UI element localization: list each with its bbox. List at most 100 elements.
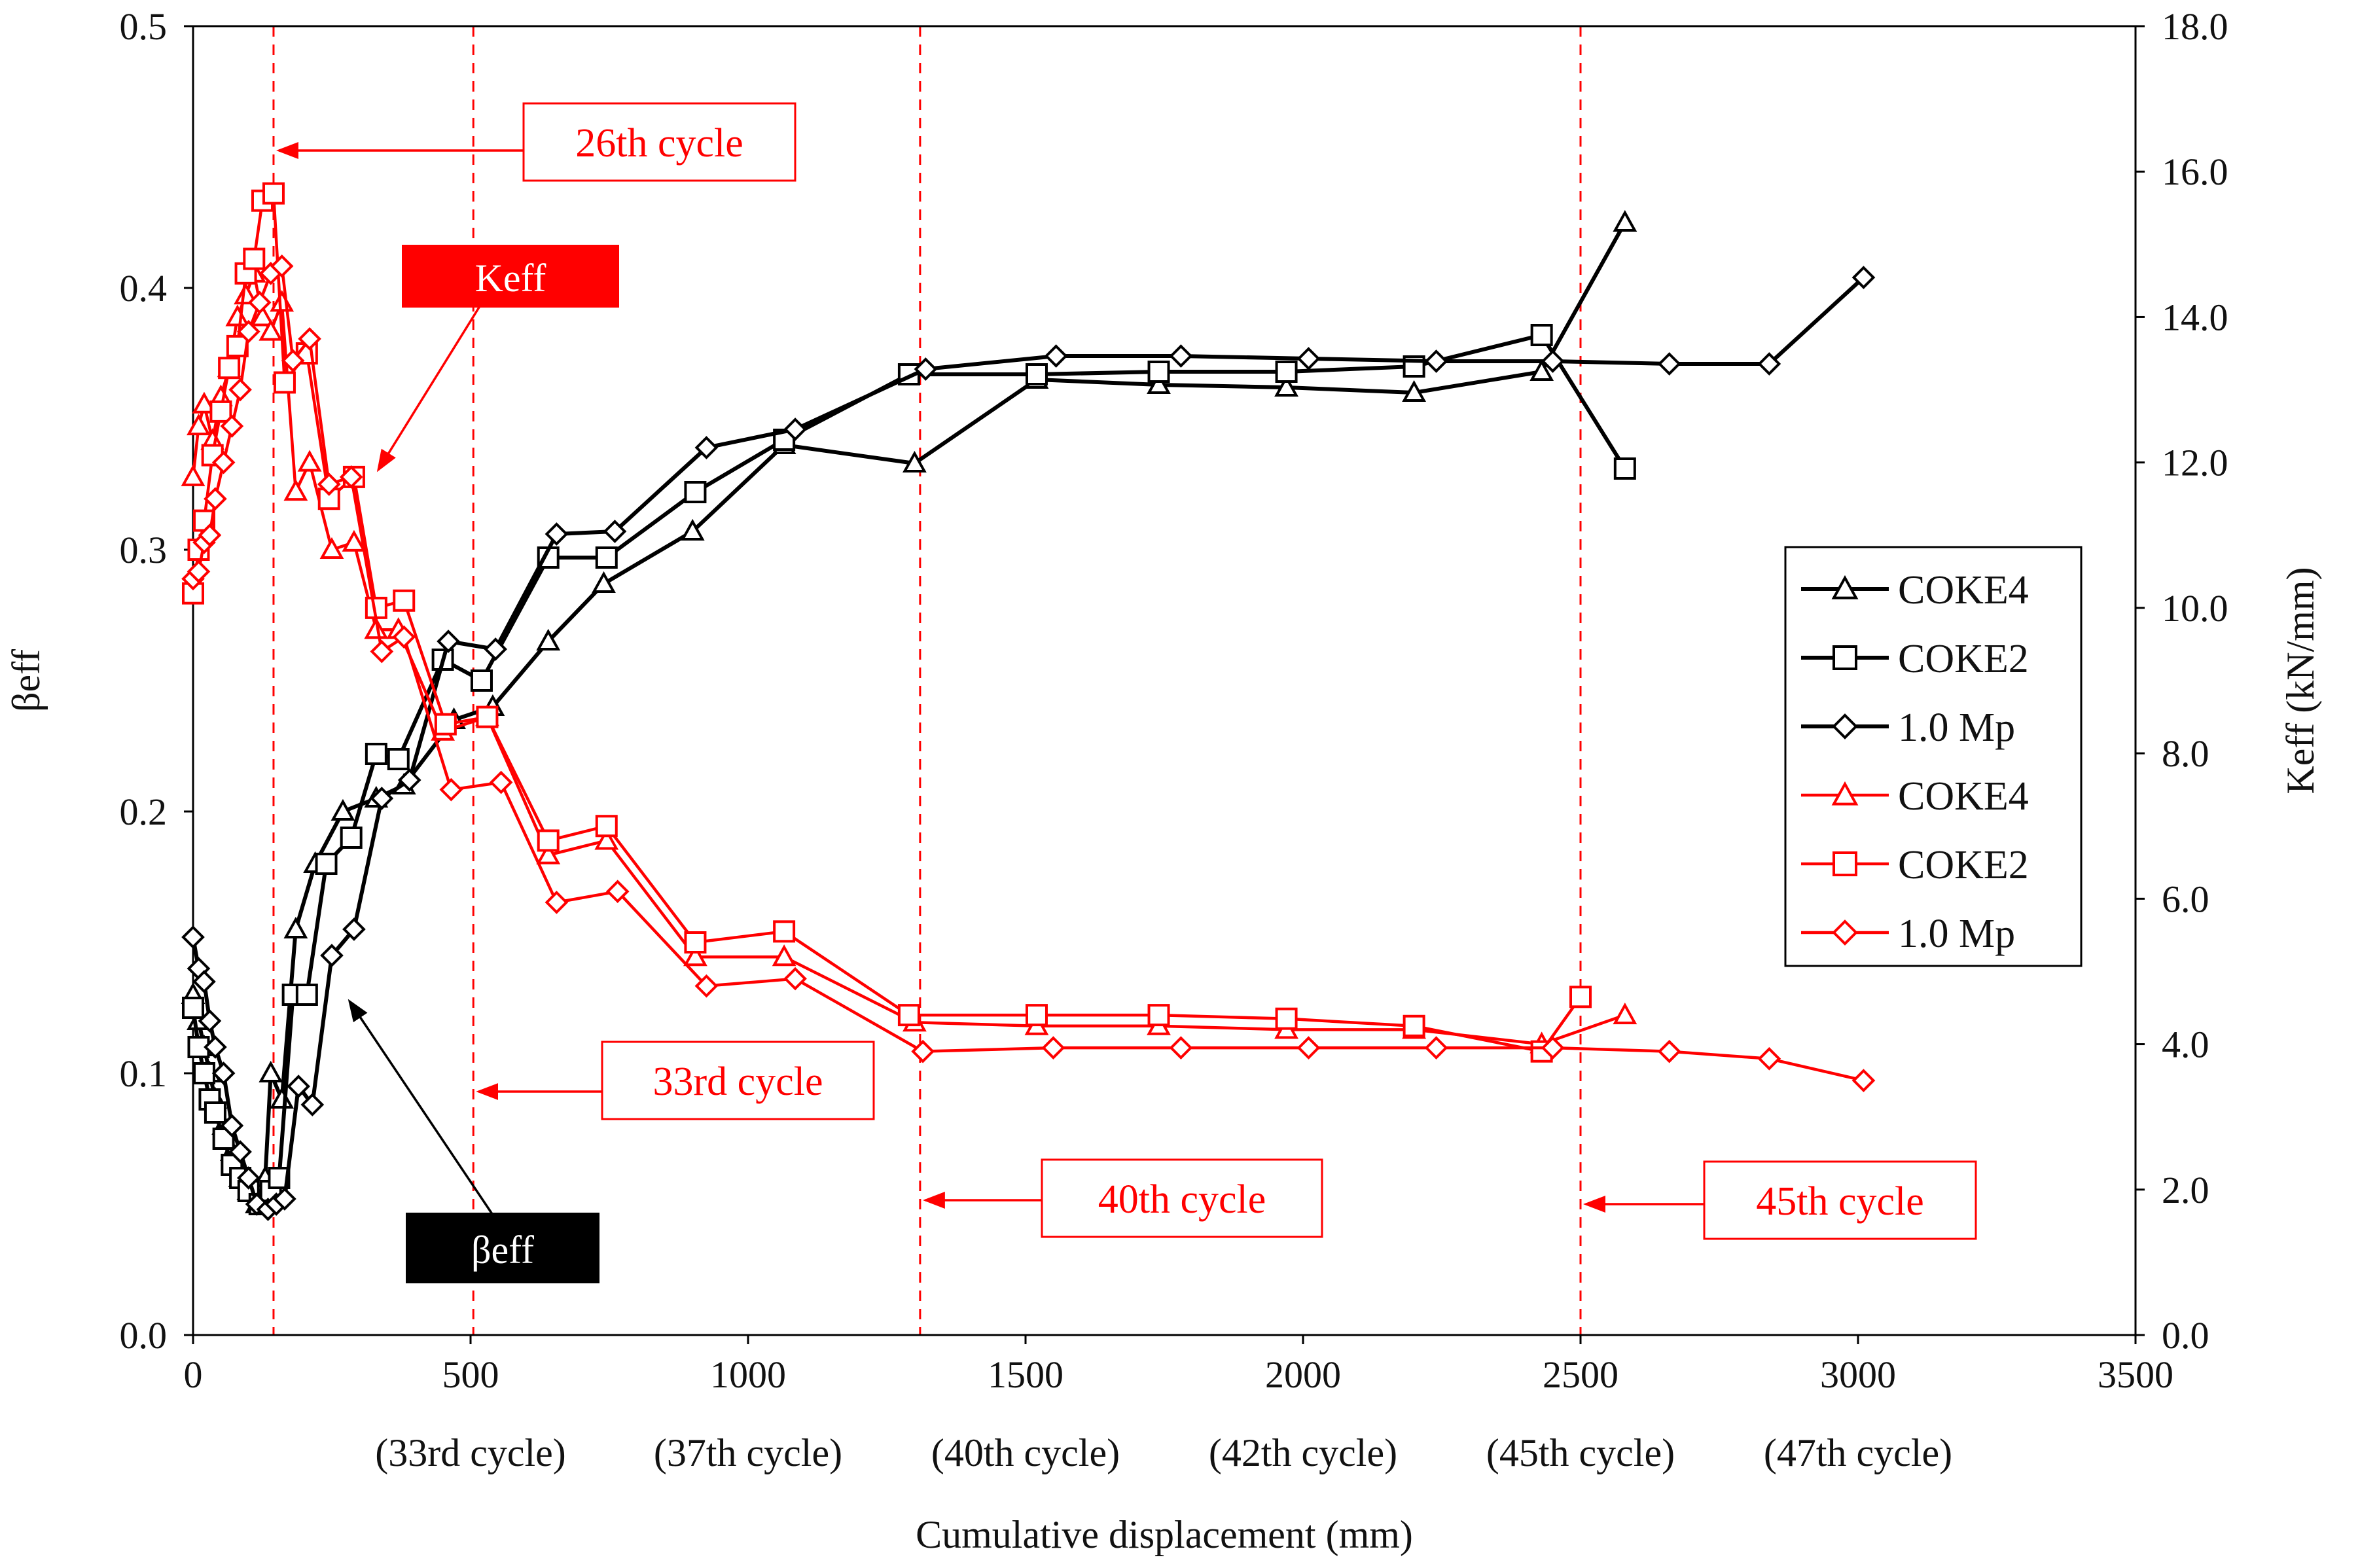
- square-marker: [365, 743, 387, 765]
- cycle-callout: 26th cycle: [276, 102, 796, 182]
- diamond-marker: [1041, 1036, 1065, 1060]
- diamond-marker: [370, 787, 394, 810]
- callout-label: 26th cycle: [575, 121, 743, 166]
- triangle-marker: [903, 450, 927, 472]
- diamond-marker: [204, 487, 227, 511]
- triangle-marker: [225, 304, 250, 327]
- square-marker: [273, 371, 296, 394]
- square-marker: [182, 997, 204, 1019]
- square-marker: [595, 815, 618, 838]
- diamond-marker: [783, 967, 807, 991]
- triangle-marker: [283, 916, 308, 938]
- triangle-marker: [1831, 575, 1859, 599]
- triangle-marker: [1613, 209, 1637, 232]
- legend-item: COKE2: [1801, 843, 2029, 887]
- y-left-tick-label: 0.0: [120, 1314, 168, 1357]
- diamond-marker: [1296, 347, 1321, 370]
- diamond-marker: [783, 418, 807, 441]
- diamond-marker: [236, 319, 260, 344]
- square-marker: [262, 182, 285, 205]
- callout-label: 45th cycle: [1756, 1179, 1924, 1224]
- plot-area-frame: [192, 25, 2137, 1336]
- y-axis-right-label: Keff (kN/mm): [2279, 567, 2322, 794]
- square-marker: [393, 589, 416, 612]
- x-tick-label: 3000: [1820, 1353, 1896, 1396]
- y-left-tick-label: 0.1: [120, 1052, 168, 1095]
- square-marker: [1613, 457, 1636, 480]
- diamond-marker: [694, 436, 719, 459]
- x-cycle-label: (42th cycle): [1209, 1431, 1397, 1474]
- diamond-marker: [204, 1035, 227, 1059]
- y-left-tick-label: 0.5: [120, 5, 168, 48]
- cycle-callout: 33rd cycle: [476, 1041, 875, 1120]
- y-right-tick-label: 4.0: [2162, 1024, 2209, 1066]
- data-series: [181, 182, 1876, 1221]
- triangle-marker: [772, 944, 796, 967]
- y-right-tick-label: 16.0: [2162, 151, 2228, 193]
- square-marker: [476, 705, 499, 728]
- keff-tag-box: [402, 245, 619, 308]
- diamond-marker: [339, 465, 363, 489]
- x-cycle-label: (40th cycle): [931, 1431, 1120, 1474]
- diamond-marker: [605, 880, 630, 904]
- diamond-marker: [397, 768, 421, 792]
- triangle-marker: [187, 413, 211, 436]
- diamond-marker: [1044, 344, 1068, 368]
- square-marker: [684, 931, 707, 953]
- square-marker: [1275, 361, 1298, 383]
- square-marker: [387, 748, 410, 770]
- diamond-marker: [1657, 352, 1681, 376]
- diamond-marker: [1169, 344, 1193, 368]
- x-tick-label: 2000: [1265, 1353, 1341, 1396]
- callout-box: [601, 1041, 875, 1120]
- diamond-marker: [220, 1114, 244, 1137]
- triangle-marker: [1831, 781, 1859, 806]
- diamond-marker: [1851, 1069, 1876, 1092]
- diamond-marker: [220, 414, 244, 438]
- diamond-marker: [1424, 349, 1448, 373]
- diamond-marker: [270, 254, 294, 278]
- triangle-marker: [364, 617, 389, 639]
- diamond-marker: [1757, 1046, 1781, 1071]
- cycle-callout: 45th cycle: [1583, 1160, 1977, 1240]
- x-cycle-label: (37th cycle): [654, 1431, 842, 1474]
- square-marker: [1025, 363, 1048, 385]
- series-1-0-mp-keff: [181, 254, 1876, 1092]
- diamond-marker: [489, 770, 513, 794]
- diamond-marker: [1296, 1036, 1321, 1060]
- keff-tag: Keff: [376, 245, 619, 472]
- triangle-marker: [1613, 1002, 1637, 1025]
- diamond-marker: [1851, 266, 1876, 289]
- diamond-marker: [192, 970, 216, 993]
- diamond-marker: [545, 522, 569, 546]
- diamond-marker: [1424, 1036, 1448, 1060]
- diamond-marker: [211, 1061, 236, 1085]
- square-marker: [684, 481, 707, 503]
- triangle-marker: [536, 842, 561, 864]
- callout-label: 40th cycle: [1098, 1177, 1266, 1222]
- x-cycle-label: (33rd cycle): [375, 1431, 566, 1474]
- diamond-marker: [437, 630, 460, 653]
- triangle-marker: [270, 290, 295, 312]
- triangle-marker: [680, 518, 705, 541]
- diamond-marker: [1657, 1039, 1681, 1063]
- y-right-tick-label: 14.0: [2162, 296, 2228, 338]
- x-tick-label: 2500: [1543, 1353, 1618, 1396]
- square-marker: [1147, 361, 1170, 383]
- triangle-marker: [1274, 374, 1298, 397]
- square-marker: [243, 247, 266, 270]
- square-marker: [773, 920, 796, 943]
- diamond-marker: [603, 520, 627, 543]
- x-tick-label: 3500: [2098, 1353, 2173, 1396]
- square-marker: [1569, 986, 1592, 1008]
- square-marker: [218, 357, 241, 380]
- series-1-0-mp-eff: [181, 266, 1876, 1221]
- y-right-tick-label: 0.0: [2162, 1314, 2209, 1357]
- diamond-marker: [911, 1039, 935, 1063]
- square-marker: [434, 713, 457, 736]
- diamond-marker: [211, 450, 236, 474]
- y-left-tick-label: 0.4: [120, 267, 168, 310]
- legend-label: 1.0 Mp: [1898, 912, 2015, 956]
- y-axis-left-label: βeff: [5, 649, 48, 712]
- series-coke2-keff: [182, 182, 1592, 1063]
